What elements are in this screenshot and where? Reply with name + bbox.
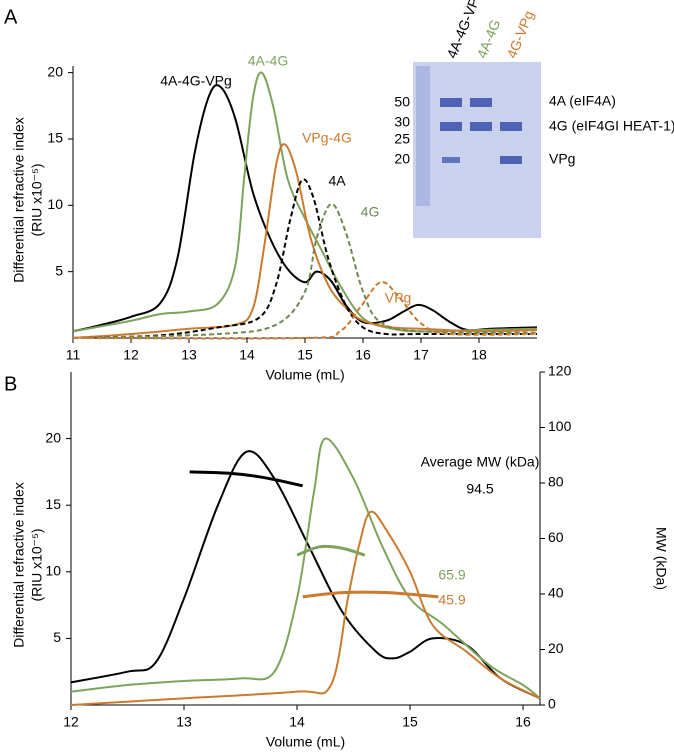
average-mw: 94.5 (466, 481, 493, 497)
gel-band (470, 98, 492, 107)
panel-label: B (4, 373, 17, 395)
x-tick-label: 13 (181, 347, 197, 363)
trace (72, 71, 538, 333)
y2-axis-label: MW (kDa) (653, 527, 669, 590)
gel-band (500, 156, 522, 164)
mw-title: Average MW (kDa) (421, 454, 540, 470)
y-axis-label: Differential refractive index (11, 482, 27, 647)
gel-lane-label: 4G-VPg (503, 8, 536, 60)
x-tick-label: 12 (123, 347, 139, 363)
mw-line (189, 470, 303, 488)
gel-band (500, 122, 522, 131)
y2-tick-label: 0 (548, 696, 556, 712)
x-tick-label: 18 (471, 347, 487, 363)
y2-tick-label: 80 (548, 474, 564, 490)
x-tick-label: 15 (402, 714, 418, 730)
y2-tick-label: 120 (548, 363, 572, 379)
gel-band-label: 4G (eIF4GI HEAT-1) (549, 118, 674, 134)
x-axis-label: Volume (mL) (266, 734, 345, 750)
y-axis-label: (RIU x10⁻⁵) (29, 163, 45, 236)
x-tick-label: 14 (289, 714, 305, 730)
mw-line (302, 590, 439, 599)
y-tick-label: 15 (47, 130, 63, 146)
series-label: 4A-4G-VPg (160, 73, 232, 89)
gel-image (413, 62, 541, 238)
series-label: VPg-4G (302, 130, 352, 146)
y2-tick-label: 100 (548, 418, 572, 434)
x-tick-label: 17 (413, 347, 429, 363)
series-label: 4A (328, 173, 346, 189)
gel-band (470, 122, 492, 131)
trace (72, 280, 538, 340)
gel-marker: 25 (394, 131, 410, 147)
y-tick-label: 15 (45, 496, 61, 512)
y-axis-label: Differential refractive index (11, 117, 27, 282)
panel-label: A (4, 6, 18, 28)
gel-lane-label: 4A-4G (473, 17, 503, 61)
gel-band (440, 122, 462, 131)
x-tick-label: 14 (239, 347, 255, 363)
trace (70, 510, 541, 706)
gel-marker: 30 (394, 114, 410, 130)
gel-marker: 20 (394, 151, 410, 167)
x-tick-label: 11 (66, 347, 81, 363)
gel-band (440, 98, 462, 107)
y-tick-label: 20 (45, 429, 61, 445)
gel-band-label: VPg (549, 151, 575, 167)
trace (72, 84, 538, 333)
x-tick-label: 16 (515, 714, 531, 730)
y-axis-label: (RIU x10⁻⁵) (29, 528, 45, 601)
gel-band-label: 4A (eIF4A) (549, 93, 616, 109)
average-mw: 65.9 (438, 567, 465, 583)
gel-background (413, 62, 541, 238)
trace (70, 437, 541, 700)
average-mw: 45.9 (438, 592, 465, 608)
y2-tick-label: 60 (548, 529, 564, 545)
y2-tick-label: 20 (548, 640, 564, 656)
mw-line (296, 544, 366, 557)
x-tick-label: 13 (176, 714, 192, 730)
gel-marker: 50 (394, 94, 410, 110)
series-label: VPg (385, 290, 411, 306)
y2-tick-label: 40 (548, 585, 564, 601)
x-axis-label: Volume (mL) (265, 367, 344, 383)
trace (72, 178, 537, 339)
x-tick-label: 16 (355, 347, 371, 363)
y-tick-label: 10 (45, 563, 61, 579)
series-label: 4A-4G (248, 53, 288, 69)
y-tick-label: 5 (55, 262, 63, 278)
y-tick-label: 10 (47, 196, 63, 212)
y-tick-label: 5 (53, 629, 61, 645)
gel-ladder (416, 66, 430, 206)
series-label: 4G (361, 204, 380, 220)
x-tick-label: 12 (63, 714, 79, 730)
gel-band (442, 157, 460, 163)
y-tick-label: 20 (47, 63, 63, 79)
x-tick-label: 15 (297, 347, 313, 363)
